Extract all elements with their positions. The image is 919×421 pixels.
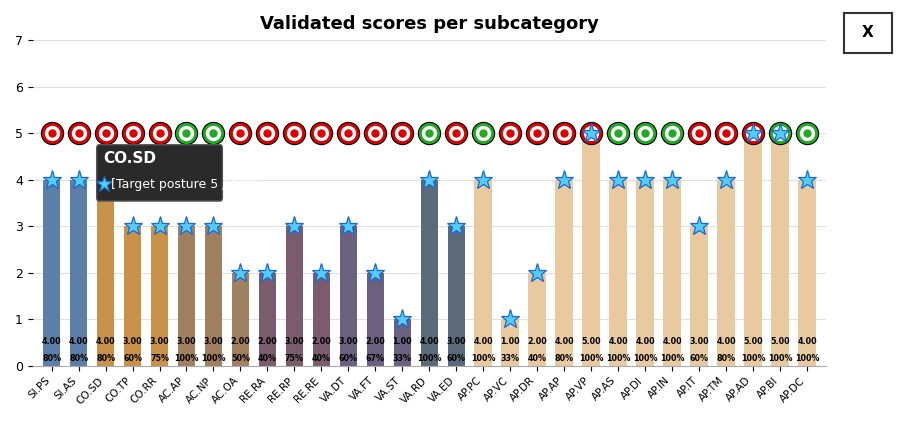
Text: 3.00: 3.00 xyxy=(285,337,304,346)
Text: 2.00: 2.00 xyxy=(528,337,547,346)
Text: 4.00: 4.00 xyxy=(554,337,574,346)
Text: 4.00: 4.00 xyxy=(96,337,116,346)
Text: 5.00: 5.00 xyxy=(770,337,789,346)
Text: 40%: 40% xyxy=(258,354,277,363)
Text: 4.00: 4.00 xyxy=(797,337,817,346)
Text: 4.00: 4.00 xyxy=(663,337,682,346)
Text: 3.00: 3.00 xyxy=(204,337,223,346)
Text: 2.00: 2.00 xyxy=(257,337,278,346)
Text: 40%: 40% xyxy=(312,354,331,363)
Text: 4.00: 4.00 xyxy=(716,337,736,346)
Bar xyxy=(609,180,627,366)
Bar xyxy=(690,226,708,366)
Text: 100%: 100% xyxy=(606,354,630,363)
Text: 40%: 40% xyxy=(528,354,547,363)
Text: 100%: 100% xyxy=(741,354,766,363)
Text: 80%: 80% xyxy=(96,354,115,363)
Bar xyxy=(502,319,519,366)
Bar xyxy=(205,226,222,366)
Text: 4.00: 4.00 xyxy=(635,337,655,346)
Text: 3.00: 3.00 xyxy=(150,337,169,346)
Bar xyxy=(555,180,573,366)
Text: 2.00: 2.00 xyxy=(312,337,331,346)
Text: 4.00: 4.00 xyxy=(41,337,62,346)
Text: 5.00: 5.00 xyxy=(582,337,601,346)
Bar xyxy=(393,319,411,366)
Text: 75%: 75% xyxy=(285,354,304,363)
Text: 50%: 50% xyxy=(231,354,250,363)
Bar xyxy=(232,273,249,366)
Bar xyxy=(583,133,600,366)
Text: 67%: 67% xyxy=(366,354,385,363)
Bar xyxy=(528,273,546,366)
Text: 100%: 100% xyxy=(201,354,226,363)
Text: 80%: 80% xyxy=(69,354,88,363)
Text: 2.00: 2.00 xyxy=(231,337,250,346)
Text: 1.00: 1.00 xyxy=(392,337,412,346)
Text: 33%: 33% xyxy=(392,354,412,363)
Bar xyxy=(43,180,61,366)
Text: 60%: 60% xyxy=(447,354,466,363)
FancyBboxPatch shape xyxy=(96,145,222,201)
Text: 80%: 80% xyxy=(555,354,573,363)
Text: 2.00: 2.00 xyxy=(366,337,385,346)
Text: 100%: 100% xyxy=(417,354,441,363)
Text: 60%: 60% xyxy=(339,354,357,363)
Text: 100%: 100% xyxy=(471,354,495,363)
Bar xyxy=(799,180,816,366)
Text: 3.00: 3.00 xyxy=(176,337,197,346)
Bar xyxy=(124,226,142,366)
Text: 3.00: 3.00 xyxy=(689,337,709,346)
Text: [Target posture 5 / 80%]: [Target posture 5 / 80%] xyxy=(111,178,264,191)
Bar xyxy=(177,226,195,366)
Bar xyxy=(421,180,438,366)
Bar xyxy=(286,226,303,366)
Text: 4.00: 4.00 xyxy=(69,337,88,346)
Text: 100%: 100% xyxy=(660,354,685,363)
Text: 60%: 60% xyxy=(123,354,142,363)
Bar xyxy=(367,273,384,366)
Text: 100%: 100% xyxy=(767,354,792,363)
Bar xyxy=(718,180,735,366)
Bar xyxy=(70,180,87,366)
Bar xyxy=(474,180,492,366)
Bar xyxy=(340,226,357,366)
Text: CO.SD: CO.SD xyxy=(103,151,156,166)
Bar xyxy=(312,273,330,366)
Text: 100%: 100% xyxy=(579,354,604,363)
Text: 4.00: 4.00 xyxy=(608,337,628,346)
Text: 80%: 80% xyxy=(717,354,735,363)
Text: 4.00: 4.00 xyxy=(473,337,494,346)
Bar xyxy=(258,273,277,366)
Bar xyxy=(664,180,681,366)
Text: 33%: 33% xyxy=(501,354,520,363)
Text: 100%: 100% xyxy=(633,354,657,363)
Text: 3.00: 3.00 xyxy=(338,337,358,346)
Text: 60%: 60% xyxy=(689,354,709,363)
Text: 3.00: 3.00 xyxy=(447,337,466,346)
Bar xyxy=(96,180,114,366)
Text: 1.00: 1.00 xyxy=(501,337,520,346)
Text: 4.00: 4.00 xyxy=(419,337,439,346)
Text: 75%: 75% xyxy=(150,354,169,363)
Bar xyxy=(744,133,762,366)
Text: 5.00: 5.00 xyxy=(743,337,763,346)
Bar xyxy=(771,133,789,366)
Bar xyxy=(636,180,654,366)
Title: Validated scores per subcategory: Validated scores per subcategory xyxy=(260,15,599,33)
Bar xyxy=(448,226,465,366)
Text: X: X xyxy=(862,25,874,40)
Bar xyxy=(151,226,168,366)
Text: 100%: 100% xyxy=(795,354,819,363)
Text: 100%: 100% xyxy=(175,354,199,363)
Text: 3.00: 3.00 xyxy=(123,337,142,346)
Text: 80%: 80% xyxy=(42,354,62,363)
